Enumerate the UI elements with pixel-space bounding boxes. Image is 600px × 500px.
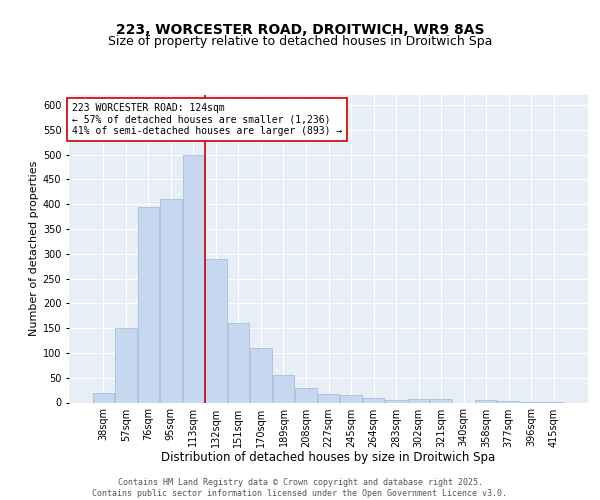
Bar [137,206,159,402]
Bar [250,348,272,403]
Text: 223, WORCESTER ROAD, DROITWICH, WR9 8AS: 223, WORCESTER ROAD, DROITWICH, WR9 8AS [116,22,484,36]
Bar [115,328,137,402]
Bar [228,323,249,402]
Bar [430,399,452,402]
Bar [363,398,384,402]
Text: Size of property relative to detached houses in Droitwich Spa: Size of property relative to detached ho… [108,35,492,48]
Bar [475,400,497,402]
Y-axis label: Number of detached properties: Number of detached properties [29,161,38,336]
Bar [340,395,362,402]
Bar [498,401,520,402]
Bar [160,199,182,402]
X-axis label: Distribution of detached houses by size in Droitwich Spa: Distribution of detached houses by size … [161,451,496,464]
Bar [295,388,317,402]
Bar [273,375,294,402]
Bar [182,154,204,402]
Bar [92,392,114,402]
Text: 223 WORCESTER ROAD: 124sqm
← 57% of detached houses are smaller (1,236)
41% of s: 223 WORCESTER ROAD: 124sqm ← 57% of deta… [71,102,342,136]
Bar [318,394,339,402]
Text: Contains HM Land Registry data © Crown copyright and database right 2025.
Contai: Contains HM Land Registry data © Crown c… [92,478,508,498]
Bar [408,399,429,402]
Bar [205,258,227,402]
Bar [385,400,407,402]
